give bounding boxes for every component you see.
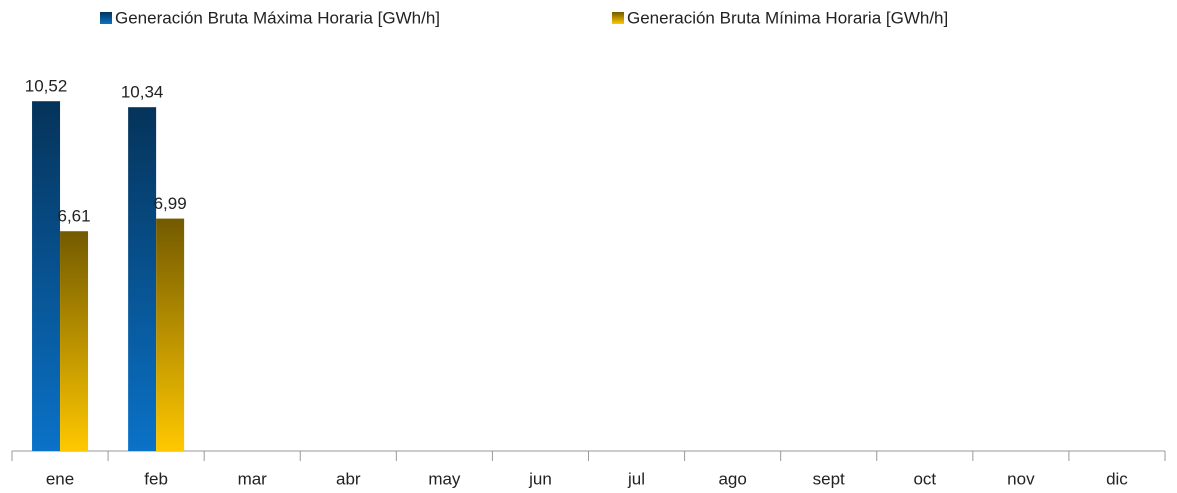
x-tick-label: jul [627, 469, 645, 488]
legend-swatch [612, 12, 624, 24]
bar [156, 218, 185, 451]
x-tick-label: ene [46, 469, 74, 488]
x-tick-label: ago [718, 469, 746, 488]
x-tick-label: jun [528, 469, 552, 488]
bar [60, 231, 89, 451]
data-label: 10,52 [25, 77, 68, 96]
data-label: 6,61 [57, 207, 90, 226]
x-tick-label: may [428, 469, 461, 488]
x-tick-label: feb [144, 469, 168, 488]
bar [128, 107, 157, 451]
x-tick-label: mar [238, 469, 268, 488]
x-tick-label: abr [336, 469, 361, 488]
legend-label: Generación Bruta Máxima Horaria [GWh/h] [115, 8, 440, 27]
data-label: 6,99 [154, 194, 187, 213]
data-label: 10,34 [121, 83, 164, 102]
bar [32, 101, 61, 452]
legend-swatch [100, 12, 112, 24]
x-tick-label: dic [1106, 469, 1128, 488]
x-tick-label: oct [913, 469, 936, 488]
x-tick-label: nov [1007, 469, 1035, 488]
x-tick-label: sept [813, 469, 845, 488]
legend-label: Generación Bruta Mínima Horaria [GWh/h] [627, 8, 948, 27]
